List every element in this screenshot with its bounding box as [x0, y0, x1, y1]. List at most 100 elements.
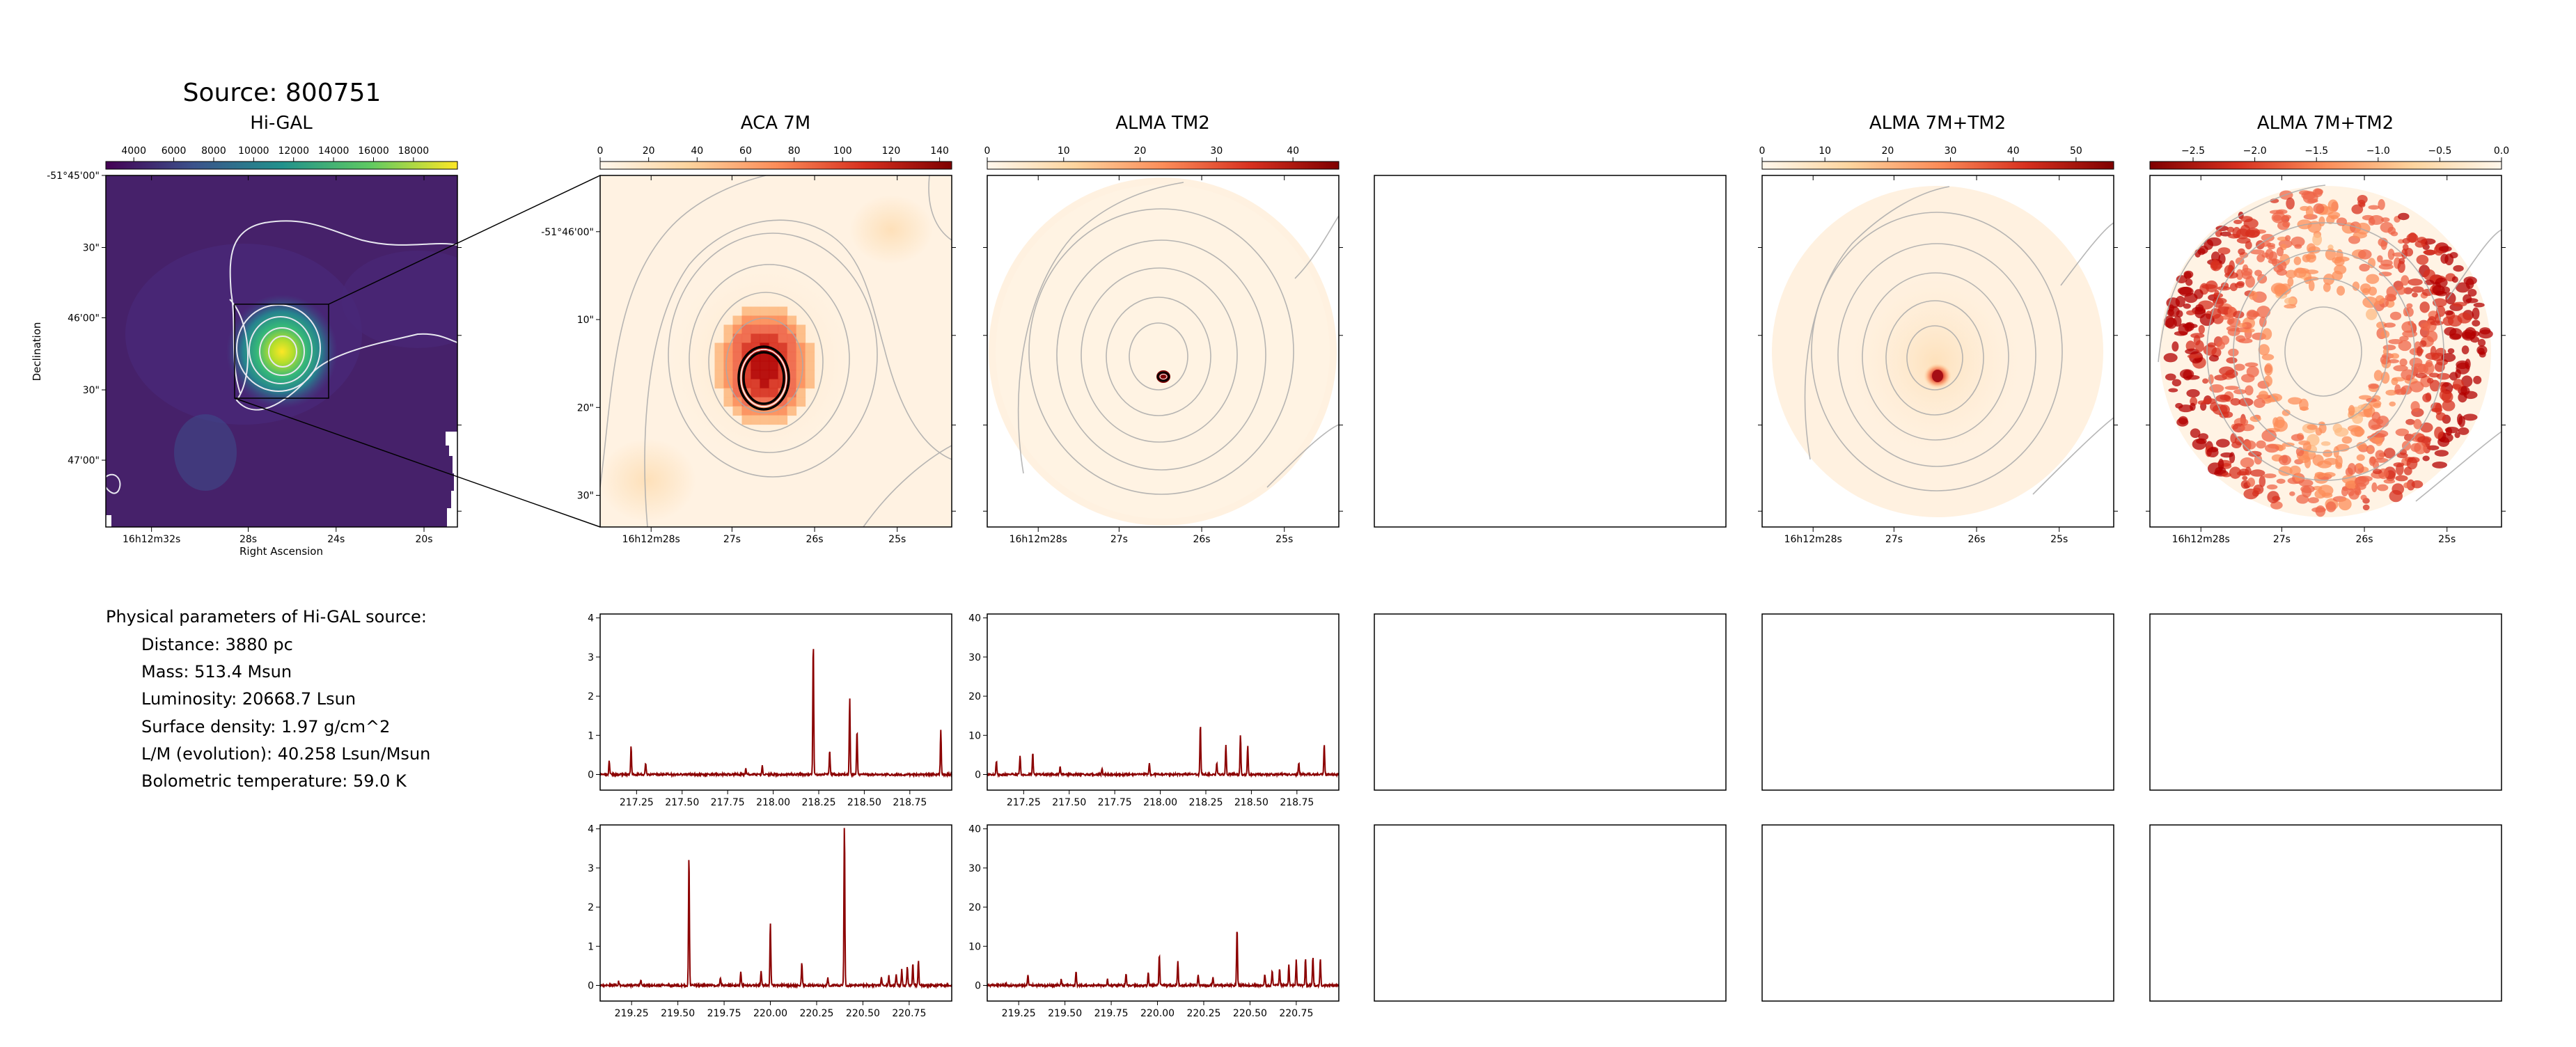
- aca7m-pixel: [787, 315, 797, 326]
- x-tick-label: 16h12m28s: [1784, 534, 1842, 545]
- noise-blob: [2447, 315, 2463, 327]
- noise-blob: [2372, 469, 2382, 475]
- x-tick-label: 217.25: [1007, 797, 1041, 808]
- noise-blob: [2455, 282, 2470, 293]
- noise-blob: [2254, 269, 2263, 276]
- negative-panel: ALMA 7M+TM2 −2.5 −2.0 −1.5 −1.0 −0.5 0.0 16h1…: [2146, 113, 2509, 545]
- aca7m-pixel: [760, 324, 770, 335]
- noise-blob: [2261, 252, 2270, 258]
- aca7m-pixel: [751, 315, 761, 326]
- aca7m-pixel: [769, 379, 779, 389]
- noise-blob: [2226, 357, 2238, 364]
- noise-blob: [2245, 276, 2255, 288]
- parameter-bolometric-temperature: Bolometric temperature: 59.0 K: [141, 771, 407, 791]
- noise-blob: [2428, 372, 2440, 378]
- x-tick-label: 219.75: [707, 1008, 741, 1019]
- noise-blob: [2171, 379, 2181, 387]
- noise-blob: [2222, 473, 2231, 478]
- noise-blob: [2373, 402, 2381, 409]
- noise-blob: [2249, 249, 2265, 255]
- noise-blob: [2230, 397, 2241, 406]
- noise-blob: [2408, 278, 2423, 286]
- x-tick-label: 217.50: [665, 797, 699, 808]
- negative-noise-pattern: [2163, 188, 2493, 517]
- noise-blob: [2238, 338, 2253, 344]
- x-tick-label: 16h12m28s: [622, 534, 680, 545]
- noise-blob: [2424, 279, 2435, 285]
- noise-blob: [2341, 436, 2353, 444]
- noise-blob: [2387, 249, 2395, 260]
- noise-blob: [2420, 322, 2430, 331]
- aca7m-pixel: [741, 315, 752, 326]
- aca7m-pixel: [796, 343, 806, 353]
- noise-blob: [2396, 286, 2406, 295]
- colorbar-tick-label: 30: [1210, 145, 1223, 157]
- y-tick-label: 10: [968, 941, 981, 952]
- aca7m-pixel: [769, 370, 779, 380]
- noise-blob: [2213, 292, 2224, 299]
- noise-blob: [2166, 297, 2181, 308]
- aca7m-pixel: [805, 343, 815, 353]
- physical-parameters: Physical parameters of Hi-GAL source: Di…: [106, 607, 430, 791]
- noise-blob: [2444, 326, 2457, 336]
- noise-blob: [2405, 418, 2415, 425]
- noise-blob: [2220, 231, 2231, 237]
- noise-blob: [2367, 258, 2376, 269]
- noise-blob: [2178, 404, 2194, 413]
- noise-blob: [2226, 319, 2233, 325]
- aca7m-pixel: [769, 388, 779, 398]
- noise-blob: [2266, 243, 2276, 248]
- noise-blob: [2247, 478, 2255, 487]
- empty-panel-row3-col6: [2149, 824, 2502, 1002]
- tm2-axes: 16h12m28s 27s 26s 25s: [983, 175, 1343, 545]
- noise-blob: [2423, 249, 2437, 255]
- noise-blob: [2478, 338, 2486, 347]
- noise-blob: [2259, 316, 2267, 327]
- noise-blob: [2411, 363, 2427, 373]
- noise-blob: [2385, 389, 2397, 396]
- colorbar-tick-label: 20: [1881, 145, 1894, 157]
- aca7m-pixel: [723, 370, 734, 380]
- noise-blob: [2461, 329, 2476, 341]
- colorbar-tick-label: 10: [1058, 145, 1070, 157]
- aca7m-pixel: [760, 361, 770, 371]
- noise-blob: [2458, 427, 2469, 435]
- y-tick-label: 3: [588, 863, 594, 874]
- combined-axes: 16h12m28s 27s 26s 25s: [1758, 175, 2118, 545]
- noise-blob: [2276, 478, 2286, 484]
- aca7m-pixel: [723, 388, 734, 398]
- noise-blob: [2393, 365, 2408, 372]
- noise-blob: [2227, 265, 2234, 277]
- noise-blob: [2441, 391, 2453, 403]
- higal-title: Hi-GAL: [250, 113, 313, 134]
- noise-blob: [2395, 428, 2410, 436]
- noise-blob: [2401, 369, 2416, 381]
- noise-blob: [2206, 447, 2219, 458]
- noise-blob: [2416, 254, 2429, 265]
- combined-panel: ALMA 7M+TM2 0 10 20 30 40 50 16h12m28s 27s 26s 2…: [1758, 113, 2118, 545]
- tm2-frame: [987, 175, 1340, 528]
- noise-blob: [2262, 328, 2272, 340]
- noise-blob: [2412, 292, 2418, 298]
- empty-panel-row3-col5: [1761, 824, 2114, 1002]
- tm2-colorbar-ticks: 0 10 20 30 40: [984, 145, 1299, 162]
- y-tick-label: 4: [588, 613, 594, 624]
- noise-blob: [2202, 378, 2209, 384]
- aca7m-pixel: [751, 361, 761, 371]
- noise-blob: [2437, 436, 2450, 447]
- aca7m-pixel: [769, 361, 779, 371]
- noise-blob: [2356, 454, 2365, 462]
- noise-blob: [2305, 269, 2319, 274]
- noise-blob: [2440, 386, 2447, 393]
- noise-blob: [2249, 469, 2265, 477]
- noise-blob: [2240, 424, 2255, 432]
- y-tick-label: 30: [968, 652, 981, 663]
- y-tick-label: 3: [588, 652, 594, 663]
- tm2-panel: ALMA TM2 0 10 20 30 40 16h12m28s 27s 26s 25s: [983, 113, 1343, 545]
- noise-blob: [2259, 475, 2266, 487]
- zoom-connector-bottom: [234, 397, 601, 528]
- noise-blob: [2288, 397, 2302, 405]
- noise-blob: [2168, 388, 2178, 393]
- noise-blob: [2240, 457, 2254, 469]
- noise-blob: [2341, 487, 2348, 497]
